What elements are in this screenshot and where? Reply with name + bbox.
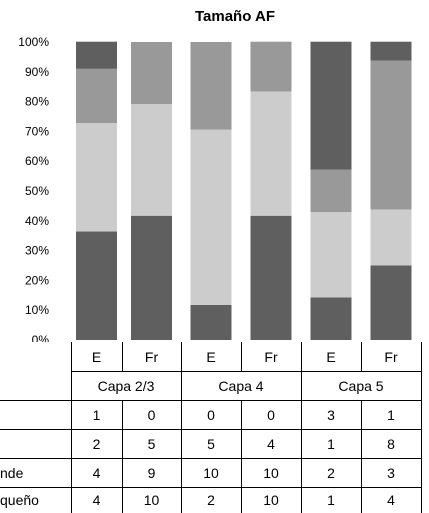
bar-segment [310,212,352,298]
y-tick-label: 20% [25,273,49,287]
category-label: E [206,348,216,365]
y-tick-label: 100% [18,35,49,49]
table-rule [0,400,421,401]
table-cell: 10 [263,464,279,481]
table-cell: 4 [92,464,101,481]
row-label [0,429,57,458]
table-cell: 9 [147,464,156,481]
y-tick-label: 30% [25,244,49,258]
table-cell: 1 [327,435,335,452]
y-tick-label: 10% [25,303,49,317]
bar-segment [310,297,352,340]
table-cell: 4 [92,492,101,508]
bar-segment [131,42,172,104]
table-rule [0,458,421,459]
bar-segment [370,41,412,61]
table-cell: 3 [387,464,395,481]
table-cell: 10 [203,464,219,481]
y-tick-label: 50% [25,184,49,198]
table-cell: 2 [92,435,101,452]
bar-segment [370,60,412,210]
table-rule [241,400,242,513]
row-label: nde [0,464,24,481]
category-label: Fr [384,348,398,365]
y-tick-label: 90% [25,65,49,79]
table-cell: 1 [92,406,101,423]
table-rule [122,400,123,513]
table-cell: 2 [207,492,215,508]
table-cell: 5 [207,435,215,452]
bar-segment [250,215,292,340]
bar-segment [250,41,292,92]
table-cell: 4 [267,435,275,452]
category-label: Fr [144,348,159,365]
y-tick-label: 60% [25,154,49,168]
bar-segment [190,304,232,340]
table-cell: 2 [327,464,335,481]
chart-title: Tamaño AF [195,8,275,25]
table-rule [301,342,302,513]
bar-segment [76,231,117,340]
bar-segment [76,41,117,69]
table-cell: 3 [327,406,335,423]
group-label: Capa 5 [338,377,384,394]
y-axis: 0% 10% 20% 30% 40% 50% 60% 70% 80% 90% 100% [18,35,49,342]
table-rule [71,342,72,513]
table-rule [361,400,362,513]
table-rule [122,342,123,371]
category-label: E [326,348,336,365]
bar-segment [76,68,117,124]
bar-segment [310,41,352,170]
table-cell: 5 [147,435,156,452]
table-cell: 10 [263,492,279,508]
table-cell: 10 [143,492,160,508]
table-cell: 4 [387,492,395,508]
y-tick-label: 0% [32,333,50,342]
bar-segment [250,91,292,216]
table-rule [71,371,421,372]
y-tick-label: 70% [25,124,49,138]
category-label: E [91,348,102,365]
bar-segment [310,169,352,213]
y-tick-label: 80% [25,95,49,109]
table-cell: 8 [387,435,395,452]
bar-segment [131,103,172,216]
bar-segment [131,215,172,340]
table-rule [181,342,182,513]
category-label: Fr [264,348,278,365]
table-rule [421,342,422,513]
y-tick-label: 40% [25,214,49,228]
table-rule [0,429,421,430]
table-cell: 1 [327,492,335,508]
bar-segment [190,42,232,130]
table-rule [361,342,362,371]
table-cell: 0 [267,406,275,423]
table-cell: 1 [387,406,395,423]
bar-segment [76,123,117,232]
row-label: queño [0,492,39,508]
row-label [0,400,57,429]
table-rule [0,487,421,488]
group-label: Capa 2/3 [97,377,155,394]
table-cell: 0 [147,406,156,423]
table-rule [241,342,242,371]
group-label: Capa 4 [218,377,264,394]
bars [76,41,412,340]
stacked-bar-chart: Tamaño AF 0% 10% 20% 30% 40% 50% 60% 70% 80% 90% 1… [18,8,412,342]
bar-segment [190,129,232,305]
bar-segment [370,209,412,266]
table-cell: 0 [207,406,215,423]
bar-segment [370,265,412,340]
